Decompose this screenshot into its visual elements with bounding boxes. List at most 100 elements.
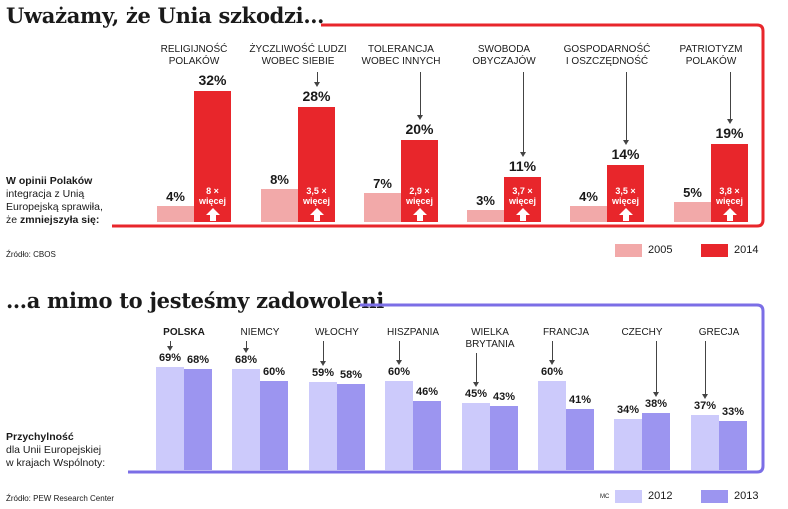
country-label: NIEMCY <box>240 327 280 338</box>
category-label: ŻYCZLIWOŚĆ LUDZI WOBEC SIEBIE <box>249 44 347 67</box>
multiplier-label: 2,9 × więcej <box>405 186 434 206</box>
value-label-2012: 37% <box>693 399 717 412</box>
connector-arrow <box>246 341 247 349</box>
category-label: RELIGIJNOŚĆ POLAKÓW <box>160 44 228 67</box>
value-label-2013: 33% <box>721 405 745 418</box>
up-arrow-icon <box>205 208 220 221</box>
up-arrow-icon <box>515 208 530 221</box>
up-arrow-icon <box>722 208 737 221</box>
bar-2013 <box>642 413 670 470</box>
legend-swatch-2012 <box>615 490 642 503</box>
value-label-2005: 8% <box>270 172 289 188</box>
desc-bold: W opinii Polaków <box>6 175 93 187</box>
bar-2012 <box>156 367 184 470</box>
top-bar-chart: 4% 32% 8 × więcej RELIGIJNOŚĆ POLAKÓW 8% 28% 3,5… <box>0 0 788 240</box>
value-label-2005: 4% <box>166 188 185 204</box>
country-label: FRANCJA <box>542 327 590 338</box>
connector-arrow-head <box>653 392 659 398</box>
multiplier-label: 3,7 × więcej <box>508 186 537 206</box>
value-label-2012: 69% <box>158 352 182 365</box>
bar-2012 <box>614 419 642 470</box>
desc-line: w krajach Wspólnoty: <box>6 457 106 469</box>
value-label-2013: 46% <box>415 386 439 399</box>
bar-2013 <box>260 380 288 470</box>
top-chart-description: W opinii Polaków integracja z Unią Europ… <box>6 175 103 227</box>
bottom-source: Źródło: PEW Research Center <box>6 494 115 503</box>
connector-arrow <box>705 341 706 395</box>
up-arrow-icon <box>618 208 633 221</box>
bar-2013 <box>413 401 441 470</box>
value-label-2013: 38% <box>644 398 668 411</box>
value-label-2012: 60% <box>387 365 411 378</box>
multiplier-label: 3,8 × więcej <box>715 186 744 206</box>
category-label: SWOBODA OBYCZAJÓW <box>472 44 536 67</box>
country-label: WŁOCHY <box>315 327 359 338</box>
connector-arrow-head <box>396 359 402 365</box>
bar-2005 <box>570 205 607 222</box>
connector-arrow <box>729 72 731 121</box>
author-initials: MC <box>600 494 610 500</box>
connector-arrow <box>170 341 171 348</box>
value-label-2005: 5% <box>683 184 702 200</box>
bar-2014 <box>298 107 335 222</box>
connector-arrow-head <box>320 361 326 367</box>
bar-2012 <box>385 380 413 470</box>
connector-arrow-head <box>473 381 479 387</box>
value-label-2005: 4% <box>579 188 598 204</box>
bar-2013 <box>566 408 594 470</box>
legend-label-2005: 2005 <box>648 244 673 256</box>
desc-line: Europejską sprawiła, <box>6 201 103 213</box>
value-label-2014: 28% <box>302 88 331 105</box>
top-legend: 2005 2014 <box>615 243 785 259</box>
category-label: TOLERANCJA WOBEC INNYCH <box>361 44 441 67</box>
country-label: GRECJA <box>698 327 740 338</box>
up-arrow-icon <box>412 208 427 221</box>
value-label-2014: 11% <box>508 157 537 174</box>
bar-2013 <box>490 405 518 470</box>
bar-2014 <box>194 90 231 222</box>
connector-arrow-head <box>519 151 526 157</box>
value-label-2013: 41% <box>568 393 592 406</box>
value-label-2005: 7% <box>373 176 392 192</box>
bar-2005 <box>364 193 401 222</box>
value-label-2014: 19% <box>715 125 744 142</box>
connector-arrow <box>552 341 553 361</box>
bar-2013 <box>337 383 365 470</box>
value-label-2013: 60% <box>262 365 286 378</box>
legend-swatch-2014 <box>701 244 728 257</box>
bar-2013 <box>184 368 212 470</box>
connector-arrow <box>522 72 524 153</box>
connector-arrow <box>323 341 324 363</box>
connector-arrow <box>316 72 318 84</box>
value-label-2012: 34% <box>616 404 640 417</box>
desc-line: dla Unii Europejskiej <box>6 444 102 456</box>
multiplier-label: 3,5 × więcej <box>611 186 640 206</box>
legend-swatch-2005 <box>615 244 642 257</box>
bar-2005 <box>467 209 504 222</box>
bar-2012 <box>309 382 337 470</box>
value-label-2014: 20% <box>405 121 434 137</box>
connector-arrow-head <box>167 346 173 352</box>
legend-label-2013: 2013 <box>734 490 759 502</box>
connector-arrow <box>656 341 657 394</box>
legend-label-2012: 2012 <box>648 490 673 502</box>
country-label: CZECHY <box>621 327 663 338</box>
bar-2005 <box>157 205 194 222</box>
bottom-chart-title: …a mimo to jesteśmy zadowoleni <box>6 288 384 313</box>
bar-2005 <box>261 189 298 222</box>
bottom-legend: 2012 2013 <box>615 489 785 505</box>
connector-arrow <box>625 72 627 141</box>
connector-arrow-head <box>243 347 249 353</box>
desc-line: integracja z Unią <box>6 188 85 200</box>
connector-arrow <box>476 353 477 383</box>
category-label: PATRIOTYZM POLAKÓW <box>679 44 743 67</box>
value-label-2012: 59% <box>311 367 335 380</box>
bar-2012 <box>691 414 719 470</box>
top-source: Źródło: CBOS <box>6 250 56 259</box>
connector-arrow-head <box>313 82 320 88</box>
multiplier-label: 3,5 × więcej <box>302 186 331 206</box>
connector-arrow-head <box>549 359 555 365</box>
value-label-2013: 58% <box>339 368 363 381</box>
category-label: GOSPODARNOŚĆ I OSZCZĘDNOŚĆ <box>563 44 651 67</box>
